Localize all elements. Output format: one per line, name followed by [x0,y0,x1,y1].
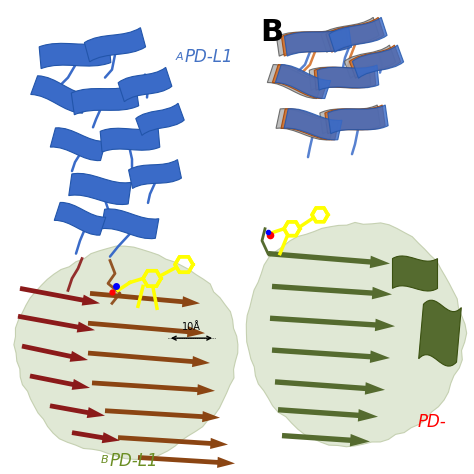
PathPatch shape [326,18,384,52]
PathPatch shape [54,202,106,235]
FancyArrow shape [268,251,390,268]
PathPatch shape [328,105,388,134]
FancyArrow shape [88,351,210,367]
PathPatch shape [284,109,342,140]
FancyArrow shape [275,379,385,395]
PathPatch shape [128,160,182,189]
PathPatch shape [281,109,339,140]
PathPatch shape [349,45,401,78]
Text: PD-L1: PD-L1 [185,48,234,66]
FancyArrow shape [138,455,235,468]
PathPatch shape [419,300,461,366]
PathPatch shape [314,65,376,90]
PathPatch shape [282,27,348,56]
FancyArrow shape [21,344,88,362]
Text: A: A [175,52,183,62]
PathPatch shape [317,65,379,90]
PathPatch shape [284,27,352,56]
PathPatch shape [136,103,184,136]
PathPatch shape [118,67,172,102]
Text: B: B [100,456,108,465]
PathPatch shape [325,105,385,134]
PathPatch shape [100,126,160,152]
PathPatch shape [321,18,379,52]
Text: PD-: PD- [418,413,447,431]
FancyArrow shape [270,316,395,331]
PathPatch shape [39,41,111,69]
PathPatch shape [275,64,331,99]
Polygon shape [246,222,467,447]
FancyArrow shape [19,286,100,306]
PathPatch shape [69,173,131,204]
PathPatch shape [345,45,396,78]
FancyArrow shape [282,433,370,447]
FancyArrow shape [72,430,120,443]
FancyArrow shape [272,284,392,299]
PathPatch shape [273,64,328,99]
Polygon shape [14,246,238,459]
PathPatch shape [392,256,438,291]
PathPatch shape [101,209,159,238]
FancyArrow shape [272,347,390,363]
FancyArrow shape [90,291,200,307]
Text: PD-L1: PD-L1 [110,452,159,470]
PathPatch shape [276,27,344,56]
FancyArrow shape [50,403,105,418]
PathPatch shape [352,45,404,78]
PathPatch shape [84,27,146,62]
FancyArrow shape [29,374,90,390]
FancyArrow shape [18,314,95,333]
FancyArrow shape [118,435,228,449]
Text: B: B [260,18,283,47]
Text: 10Å: 10Å [182,322,201,332]
FancyArrow shape [278,407,378,421]
PathPatch shape [267,64,323,99]
PathPatch shape [276,109,334,140]
PathPatch shape [309,65,371,90]
PathPatch shape [320,105,380,134]
FancyArrow shape [92,381,215,395]
PathPatch shape [71,84,139,115]
FancyArrow shape [88,321,205,337]
PathPatch shape [31,76,89,113]
FancyArrow shape [105,409,220,422]
PathPatch shape [329,18,387,52]
PathPatch shape [50,128,106,161]
